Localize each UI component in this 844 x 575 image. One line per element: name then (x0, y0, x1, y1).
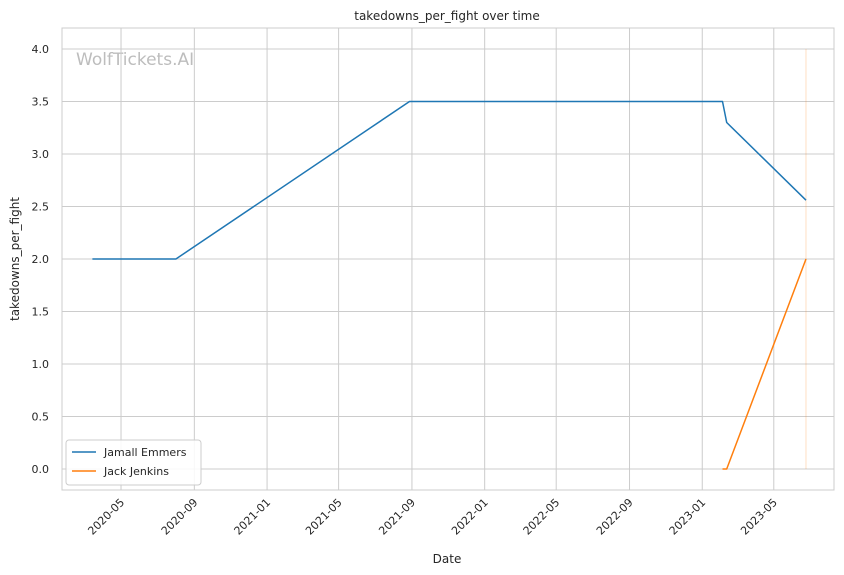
x-tick-label: 2022-09 (594, 496, 636, 538)
y-tick-label: 3.5 (32, 96, 50, 109)
x-tick-label: 2021-01 (231, 496, 273, 538)
x-axis-title: Date (433, 552, 462, 566)
x-tick-label: 2021-09 (376, 496, 418, 538)
x-tick-label: 2023-01 (667, 496, 709, 538)
y-axis: 0.0 0.5 1.0 1.5 2.0 2.5 3.0 3.5 4.0 (32, 43, 50, 476)
legend-label: Jack Jenkins (103, 465, 169, 478)
x-tick-label: 2022-05 (521, 496, 563, 538)
watermark: WolfTickets.AI (76, 50, 194, 70)
grid (62, 28, 834, 490)
legend-label: Jamall Emmers (103, 446, 187, 459)
y-tick-label: 0.5 (32, 411, 50, 424)
x-tick-label: 2022-01 (449, 496, 491, 538)
series-line (92, 100, 807, 260)
series-layer (92, 100, 807, 470)
y-tick-label: 0.0 (32, 463, 50, 476)
y-tick-label: 2.0 (32, 253, 50, 266)
x-tick-label: 2021-05 (303, 496, 345, 538)
legend: Jamall Emmers Jack Jenkins (65, 439, 202, 486)
x-tick-label: 2023-05 (738, 496, 780, 538)
legend-box (65, 439, 202, 486)
x-tick-label: 2020-05 (85, 496, 127, 538)
chart-title: takedowns_per_fight over time (354, 9, 540, 23)
x-axis: 2020-05 2020-09 2021-01 2021-05 2021-09 2022-… (85, 496, 779, 538)
y-axis-title: takedowns_per_fight (8, 197, 22, 321)
plot-frame (61, 27, 835, 491)
y-tick-label: 1.5 (32, 306, 50, 319)
series-line (722, 258, 807, 470)
y-tick-label: 2.5 (32, 201, 50, 214)
x-tick-label: 2020-09 (159, 496, 201, 538)
y-tick-label: 4.0 (32, 43, 50, 56)
y-tick-label: 3.0 (32, 148, 50, 161)
y-tick-label: 1.0 (32, 358, 50, 371)
